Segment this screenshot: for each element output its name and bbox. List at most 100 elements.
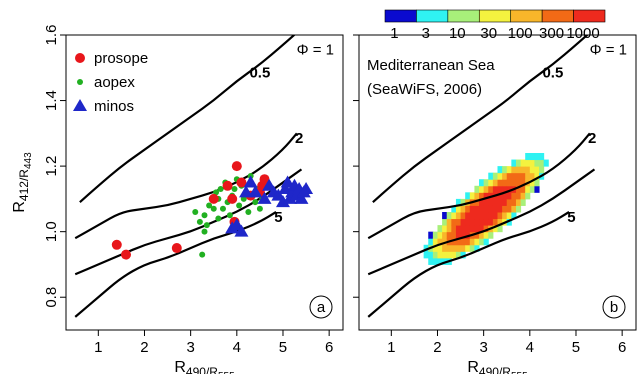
- heatmap-cell: [515, 185, 522, 193]
- curve-label: 5: [274, 209, 282, 226]
- curve-label: 2: [295, 130, 303, 147]
- heatmap-cell: [515, 198, 522, 206]
- heatmap-cell: [483, 218, 489, 226]
- heatmap-cell: [437, 231, 443, 239]
- heatmap-cell: [460, 225, 466, 233]
- heatmap-cell: [520, 159, 526, 167]
- point-aopex: [196, 218, 203, 225]
- heatmap-cell: [469, 244, 475, 252]
- heatmap-cell: [479, 225, 485, 233]
- point-minos: [299, 182, 314, 195]
- x-tick-label: 4: [233, 339, 241, 356]
- heatmap-cell: [469, 225, 475, 233]
- heatmap-cell: [460, 218, 466, 226]
- heatmap-cell: [451, 212, 457, 220]
- heatmap-cell: [465, 238, 471, 246]
- heatmap-cell: [511, 205, 517, 213]
- point-aopex: [213, 189, 220, 196]
- x-label-sub: 490/R: [186, 365, 218, 374]
- heatmap-cell: [502, 212, 508, 220]
- panel-label: b: [610, 299, 618, 316]
- heatmap-cell: [437, 251, 443, 259]
- colorbar-swatch: [447, 9, 480, 23]
- heatmap-cell: [437, 257, 443, 265]
- x-tick-label: 1: [94, 339, 102, 356]
- heatmap-cell: [497, 179, 503, 187]
- heatmap-cell: [497, 225, 503, 233]
- heatmap-cell: [483, 185, 489, 193]
- y-tick-label: 1.0: [43, 221, 60, 242]
- point-aopex: [240, 195, 247, 202]
- heatmap-cell: [488, 212, 494, 220]
- heatmap-cell: [497, 166, 503, 174]
- heatmap-cell: [488, 185, 494, 193]
- panel-label-circle: [602, 295, 626, 319]
- heatmap-cell: [520, 166, 526, 174]
- heatmap-cell: [455, 231, 462, 239]
- legend-label-prosope: prosope: [94, 50, 148, 67]
- heatmap-cell: [492, 172, 498, 180]
- heatmap-cell: [525, 159, 531, 167]
- x-axis-label: R490/R555: [174, 359, 235, 374]
- heatmap-cell: [520, 192, 526, 200]
- heatmap-cell: [479, 238, 485, 246]
- point-minos: [239, 185, 254, 198]
- heatmap-cell: [465, 192, 471, 200]
- heatmap-cell: [511, 212, 517, 220]
- heatmap-cell: [446, 251, 452, 259]
- heatmap-cell: [506, 198, 512, 206]
- heatmap-cell: [515, 192, 522, 200]
- point-minos: [248, 185, 263, 198]
- colorbar: 1 3 10 30 100 300 1000: [384, 9, 606, 42]
- heatmap-cell: [469, 205, 475, 213]
- annotation-line-2: (SeaWiFS, 2006): [367, 81, 482, 98]
- heatmap-cell: [437, 238, 443, 246]
- heatmap-cell: [497, 192, 503, 200]
- heatmap-cell: [483, 231, 489, 239]
- legend-marker-minos: [73, 99, 87, 111]
- colorbar-swatch: [478, 9, 512, 23]
- point-minos: [282, 191, 297, 204]
- point-aopex: [203, 222, 210, 229]
- heatmap-cell: [474, 225, 480, 233]
- heatmap-cell: [442, 218, 448, 226]
- x-label-sub2: 555: [218, 371, 235, 374]
- heatmap-cell: [511, 172, 517, 180]
- point-aopex: [219, 205, 226, 212]
- point-prosope: [222, 180, 233, 191]
- point-minos: [278, 182, 293, 195]
- y-tick-label: 1.4: [43, 90, 60, 111]
- model-curve: [74, 168, 303, 276]
- heatmap-cell: [529, 153, 535, 161]
- colorbar-swatch: [510, 9, 543, 23]
- heatmap-cell: [502, 185, 508, 193]
- heatmap-cell: [525, 166, 531, 174]
- x-tick-label: 3: [186, 339, 194, 356]
- y-label-sub: 412/R: [17, 169, 31, 201]
- colorbar-swatch: [573, 9, 606, 23]
- point-aopex: [256, 205, 263, 212]
- x-tick-label: 6: [618, 339, 626, 356]
- heatmap-cell: [432, 231, 438, 239]
- heatmap-cell: [543, 159, 549, 167]
- heatmap-cell: [534, 172, 540, 180]
- heatmap-cell: [539, 166, 545, 174]
- heatmap-cell: [479, 198, 485, 206]
- heatmap-cell: [474, 238, 480, 246]
- heatmap-cell: [437, 244, 443, 252]
- point-prosope: [231, 161, 242, 172]
- heatmap-cell: [515, 179, 522, 187]
- point-minos: [234, 224, 249, 237]
- colorbar-swatch: [541, 9, 574, 23]
- heatmap-cell: [529, 159, 535, 167]
- data-points: [111, 161, 314, 260]
- heatmap-cell: [511, 198, 517, 206]
- heatmap-cell: [502, 172, 508, 180]
- y-tick-label: 0.8: [43, 287, 60, 308]
- point-minos: [280, 175, 295, 188]
- point-aopex: [201, 212, 208, 219]
- x-tick-label: 2: [140, 339, 148, 356]
- heatmap-cell: [455, 212, 462, 220]
- heatmap-cell: [432, 238, 438, 246]
- point-aopex: [231, 186, 238, 193]
